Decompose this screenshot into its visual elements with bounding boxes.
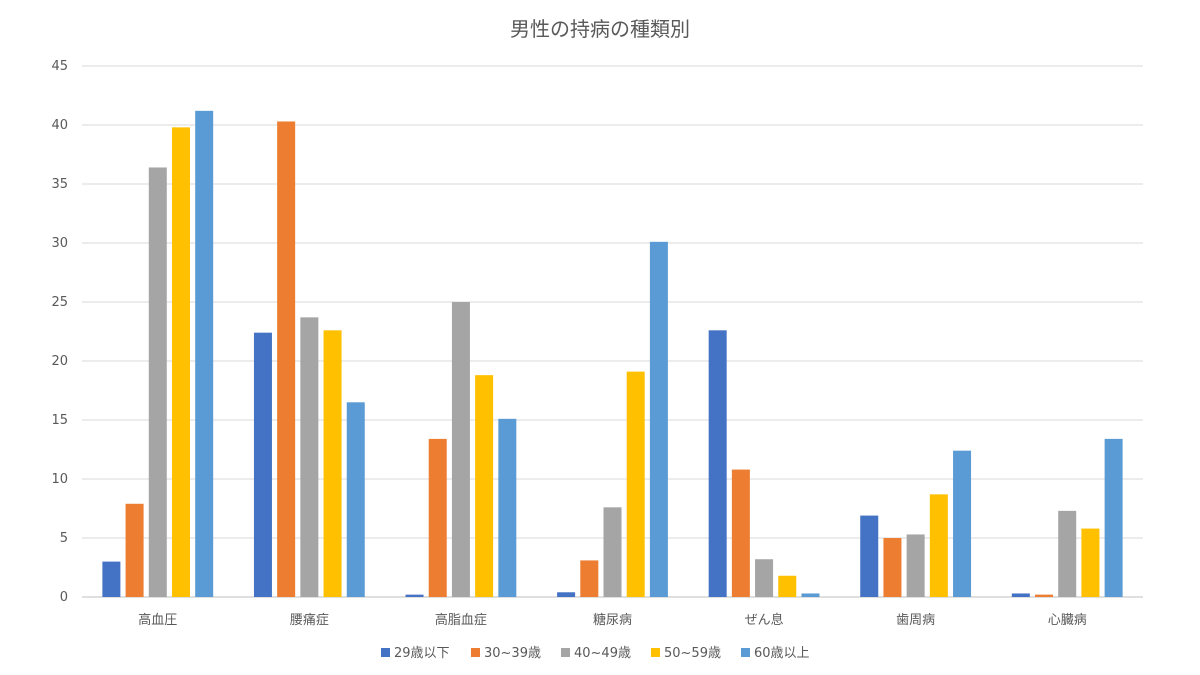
legend-swatch — [381, 648, 390, 657]
bars — [102, 110, 1123, 598]
y-tick-label: 30 — [51, 236, 68, 251]
legend: 29歳以下 30~39歳 40~49歳 50~59歳 60歳以上 — [381, 646, 810, 661]
bar-3-5 — [498, 418, 517, 597]
y-tick-label: 25 — [51, 295, 68, 310]
x-tick-label: 糖尿病 — [593, 612, 632, 628]
legend-label: 50~59歳 — [664, 646, 721, 661]
bar-3-4 — [475, 375, 494, 597]
y-tick-label: 15 — [51, 413, 68, 428]
bar-5-5 — [801, 593, 820, 597]
x-tick-label: 高脂血症 — [435, 612, 487, 628]
bar-1-1 — [102, 561, 121, 597]
bar-2-1 — [253, 332, 272, 597]
bar-7-4 — [1081, 528, 1100, 597]
bar-5-1 — [708, 330, 727, 597]
x-axis-ticks: 高血圧 腰痛症 高脂血症 糖尿病 ぜん息 歯周病 心臓病 — [138, 612, 1086, 628]
bar-3-2 — [428, 438, 447, 597]
bar-2-5 — [346, 402, 365, 597]
bar-6-4 — [929, 494, 948, 597]
legend-label: 40~49歳 — [574, 646, 631, 661]
legend-swatch — [651, 648, 660, 657]
legend-swatch — [561, 648, 570, 657]
y-tick-label: 45 — [51, 59, 68, 74]
bar-4-5 — [649, 241, 668, 597]
bar-6-5 — [953, 450, 972, 597]
bar-2-3 — [300, 317, 319, 597]
bar-1-3 — [148, 167, 167, 598]
bar-3-3 — [451, 302, 470, 597]
bar-1-2 — [125, 503, 144, 597]
x-tick-label: 腰痛症 — [290, 612, 329, 628]
bar-4-3 — [603, 507, 622, 597]
y-tick-label: 10 — [51, 472, 68, 487]
x-tick-label: 高血圧 — [138, 612, 177, 628]
legend-label: 30~39歳 — [484, 646, 541, 661]
bar-5-4 — [778, 575, 797, 597]
y-tick-label: 35 — [51, 177, 68, 192]
bar-3-1 — [405, 594, 424, 597]
bar-4-2 — [580, 560, 599, 597]
bar-7-1 — [1011, 593, 1030, 597]
bar-5-2 — [731, 469, 750, 597]
legend-swatch — [741, 648, 750, 657]
bar-7-2 — [1035, 594, 1054, 597]
bar-6-1 — [860, 515, 879, 597]
bar-5-3 — [755, 559, 774, 597]
legend-label: 60歳以上 — [754, 646, 810, 661]
bar-6-3 — [906, 534, 925, 597]
x-tick-label: ぜん息 — [745, 612, 784, 628]
x-tick-label: 心臓病 — [1048, 613, 1087, 628]
y-tick-label: 5 — [60, 531, 68, 546]
bar-4-1 — [557, 592, 576, 597]
x-tick-label: 歯周病 — [896, 613, 935, 628]
y-tick-label: 40 — [51, 118, 68, 133]
legend-swatch — [471, 648, 480, 657]
y-tick-label: 0 — [60, 590, 68, 605]
bar-4-4 — [626, 371, 645, 597]
bar-6-2 — [883, 538, 902, 597]
bar-2-2 — [277, 121, 296, 598]
bar-7-5 — [1104, 438, 1123, 597]
bar-1-4 — [171, 127, 190, 598]
y-tick-label: 20 — [51, 354, 68, 369]
bar-2-4 — [323, 330, 342, 597]
chart-title: 男性の持病の種類別 — [510, 17, 690, 41]
legend-label: 29歳以下 — [394, 646, 450, 661]
y-axis-ticks: 0 5 10 15 20 25 30 35 40 45 — [51, 59, 68, 605]
bar-7-3 — [1058, 510, 1077, 597]
bar-1-5 — [195, 110, 214, 597]
